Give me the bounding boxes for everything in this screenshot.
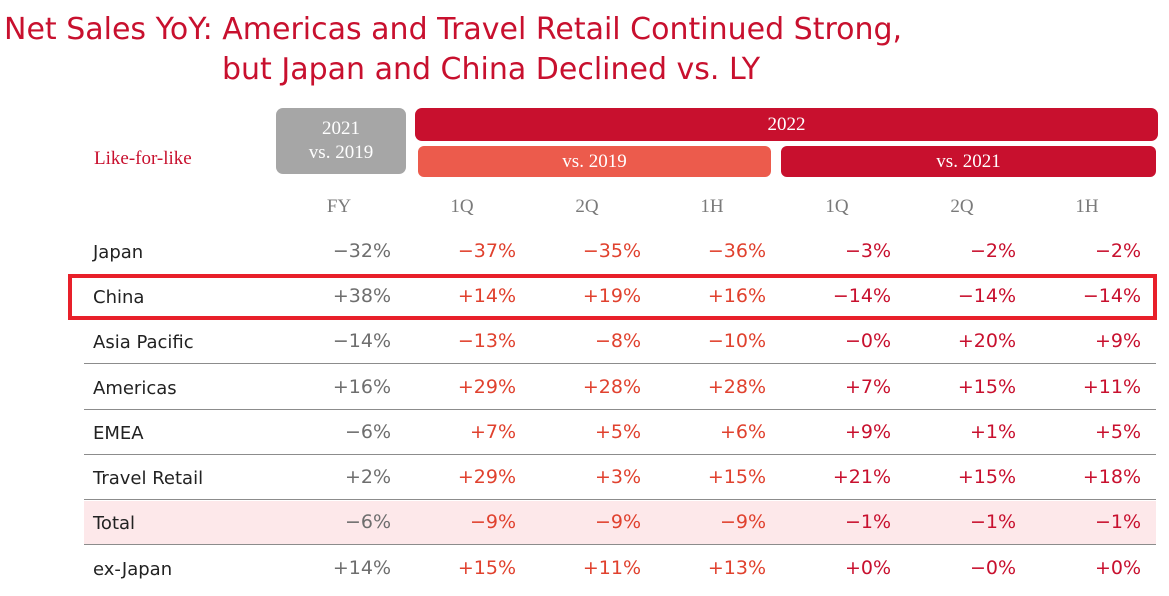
cell-2019-1q: −9% (469, 511, 516, 533)
cell-fy: +14% (332, 557, 391, 579)
like-for-like-label: Like-for-like (94, 148, 192, 169)
cell-2021-2q: −1% (969, 511, 1016, 533)
cell-2021-2q: −14% (957, 285, 1016, 307)
cell-2019-1h: +28% (707, 376, 766, 398)
cell-2021-1h: −2% (1094, 240, 1141, 262)
cell-2019-1h: −9% (719, 511, 766, 533)
cell-2019-1q: +14% (457, 285, 516, 307)
table-row: Japan −32% −37% −35% −36% −3% −2% −2% (84, 230, 1156, 274)
cell-fy: −6% (344, 511, 391, 533)
cell-2021-1h: −1% (1094, 511, 1141, 533)
cell-2021-1h: +18% (1082, 466, 1141, 488)
cell-2021-2q: −0% (969, 557, 1016, 579)
cell-2021-1q: −14% (832, 285, 891, 307)
title-line-2: but Japan and China Declined vs. LY (222, 52, 761, 87)
cell-2019-2q: −35% (582, 240, 641, 262)
cell-2019-2q: +28% (582, 376, 641, 398)
cell-2021-1h: +5% (1094, 421, 1141, 443)
header-2021-vs-2019: 2021 vs. 2019 (276, 108, 406, 174)
row-label: Asia Pacific (93, 332, 194, 353)
table-row: Travel Retail +2% +29% +3% +15% +21% +15% +18% (84, 456, 1156, 500)
column-header-2021-1h: 1H (1075, 196, 1099, 217)
cell-2019-1h: −36% (707, 240, 766, 262)
cell-2019-2q: +11% (582, 557, 641, 579)
header-2021-comparison: vs. 2019 (308, 142, 374, 163)
cell-2019-2q: −8% (594, 330, 641, 352)
cell-2021-2q: +1% (969, 421, 1016, 443)
cell-2021-2q: −2% (969, 240, 1016, 262)
cell-fy: −14% (332, 330, 391, 352)
table-row: EMEA −6% +7% +5% +6% +9% +1% +5% (84, 411, 1156, 455)
cell-2021-1h: +9% (1094, 330, 1141, 352)
cell-2021-2q: +20% (957, 330, 1016, 352)
cell-2021-2q: +15% (957, 376, 1016, 398)
header-2021-year: 2021 (322, 118, 360, 139)
cell-2019-2q: −9% (594, 511, 641, 533)
header-2022: 2022 (415, 108, 1158, 141)
cell-2021-1h: +11% (1082, 376, 1141, 398)
table-row: Total −6% −9% −9% −9% −1% −1% −1% (84, 501, 1156, 545)
cell-2021-1q: +0% (844, 557, 891, 579)
column-header-2019-2q: 2Q (575, 196, 599, 217)
table-row: ex-Japan +14% +15% +11% +13% +0% −0% +0% (84, 547, 1156, 591)
cell-2019-1q: +15% (457, 557, 516, 579)
row-divider (84, 499, 1156, 500)
cell-2019-2q: +19% (582, 285, 641, 307)
cell-fy: +2% (344, 466, 391, 488)
row-label: Americas (93, 378, 177, 399)
column-header-2019-1h: 1H (700, 196, 724, 217)
row-label: EMEA (93, 423, 144, 444)
cell-2019-1h: +16% (707, 285, 766, 307)
cell-fy: −6% (344, 421, 391, 443)
table-row: Americas +16% +29% +28% +28% +7% +15% +11% (84, 366, 1156, 410)
cell-2019-1q: +29% (457, 466, 516, 488)
cell-2021-1q: +7% (844, 376, 891, 398)
column-header-2021-1q: 1Q (825, 196, 849, 217)
row-label: Japan (93, 242, 144, 263)
cell-2021-1q: +9% (844, 421, 891, 443)
table-row: Asia Pacific −14% −13% −8% −10% −0% +20% +9% (84, 320, 1156, 364)
cell-2021-1q: −1% (844, 511, 891, 533)
title-line-1: Net Sales YoY: Americas and Travel Retai… (4, 12, 903, 47)
row-label: Travel Retail (93, 468, 204, 489)
row-label: Total (93, 513, 136, 534)
cell-2019-1q: −37% (457, 240, 516, 262)
row-divider (84, 363, 1156, 364)
row-divider (84, 409, 1156, 410)
cell-2019-1h: +15% (707, 466, 766, 488)
cell-2019-1h: +6% (719, 421, 766, 443)
row-divider (84, 454, 1156, 455)
cell-2021-1q: +21% (832, 466, 891, 488)
column-header-2019-1q: 1Q (450, 196, 474, 217)
header-vs-2021: vs. 2021 (781, 146, 1156, 177)
cell-fy: −32% (332, 240, 391, 262)
cell-2019-1h: +13% (707, 557, 766, 579)
cell-fy: +38% (332, 285, 391, 307)
cell-2021-2q: +15% (957, 466, 1016, 488)
cell-2021-1h: +0% (1094, 557, 1141, 579)
cell-2019-1q: −13% (457, 330, 516, 352)
header-vs-2019: vs. 2019 (418, 146, 771, 177)
row-divider (84, 544, 1156, 545)
cell-2019-1h: −10% (707, 330, 766, 352)
row-label: ex-Japan (93, 559, 173, 580)
cell-2021-1q: −3% (844, 240, 891, 262)
cell-2021-1q: −0% (844, 330, 891, 352)
cell-fy: +16% (332, 376, 391, 398)
column-header-2021-2q: 2Q (950, 196, 974, 217)
column-header-fy: FY (326, 196, 352, 217)
cell-2019-2q: +5% (594, 421, 641, 443)
row-label: China (93, 287, 145, 308)
cell-2019-1q: +7% (469, 421, 516, 443)
cell-2019-2q: +3% (594, 466, 641, 488)
cell-2021-1h: −14% (1082, 285, 1141, 307)
china-highlight-box (68, 274, 1157, 320)
cell-2019-1q: +29% (457, 376, 516, 398)
